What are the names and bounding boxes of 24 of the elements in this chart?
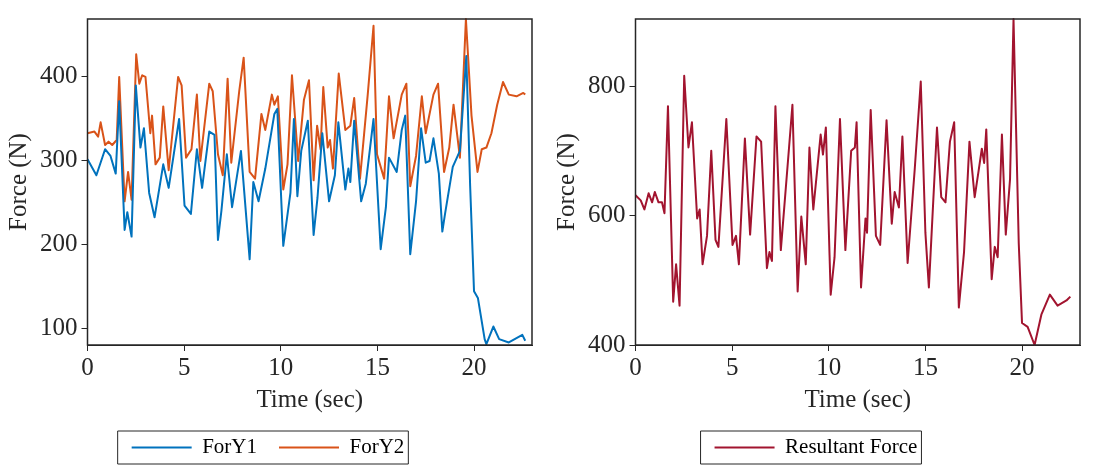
y-tick-label: 300 — [40, 144, 78, 172]
x-axis-title: Time (sec) — [804, 384, 912, 413]
x-tick-label: 0 — [629, 352, 642, 380]
y-tick-label: 800 — [588, 71, 626, 99]
x-tick-label: 15 — [364, 352, 390, 380]
x-tick-label: 10 — [268, 352, 294, 380]
y-tick-label: 400 — [40, 60, 78, 88]
legend-label: ForY2 — [349, 434, 405, 459]
x-tick-label: 10 — [816, 352, 842, 380]
y-tick-label: 400 — [588, 329, 626, 357]
legend-label: Resultant Force — [785, 434, 918, 459]
y-tick-label: 600 — [588, 200, 626, 228]
x-tick-label: 0 — [81, 352, 94, 380]
legend-label: ForY1 — [202, 434, 258, 459]
x-tick-label: 5 — [177, 352, 191, 380]
x-axis-title: Time (sec) — [256, 384, 364, 413]
x-tick-label: 20 — [1009, 352, 1035, 380]
y-tick-label: 100 — [40, 312, 78, 340]
x-tick-label: 20 — [461, 352, 487, 380]
x-tick-label: 5 — [725, 352, 739, 380]
y-tick-label: 200 — [40, 228, 78, 256]
y-axis-title: Force (N) — [551, 133, 580, 231]
y-axis-title: Force (N) — [3, 133, 32, 231]
x-tick-label: 15 — [912, 352, 938, 380]
